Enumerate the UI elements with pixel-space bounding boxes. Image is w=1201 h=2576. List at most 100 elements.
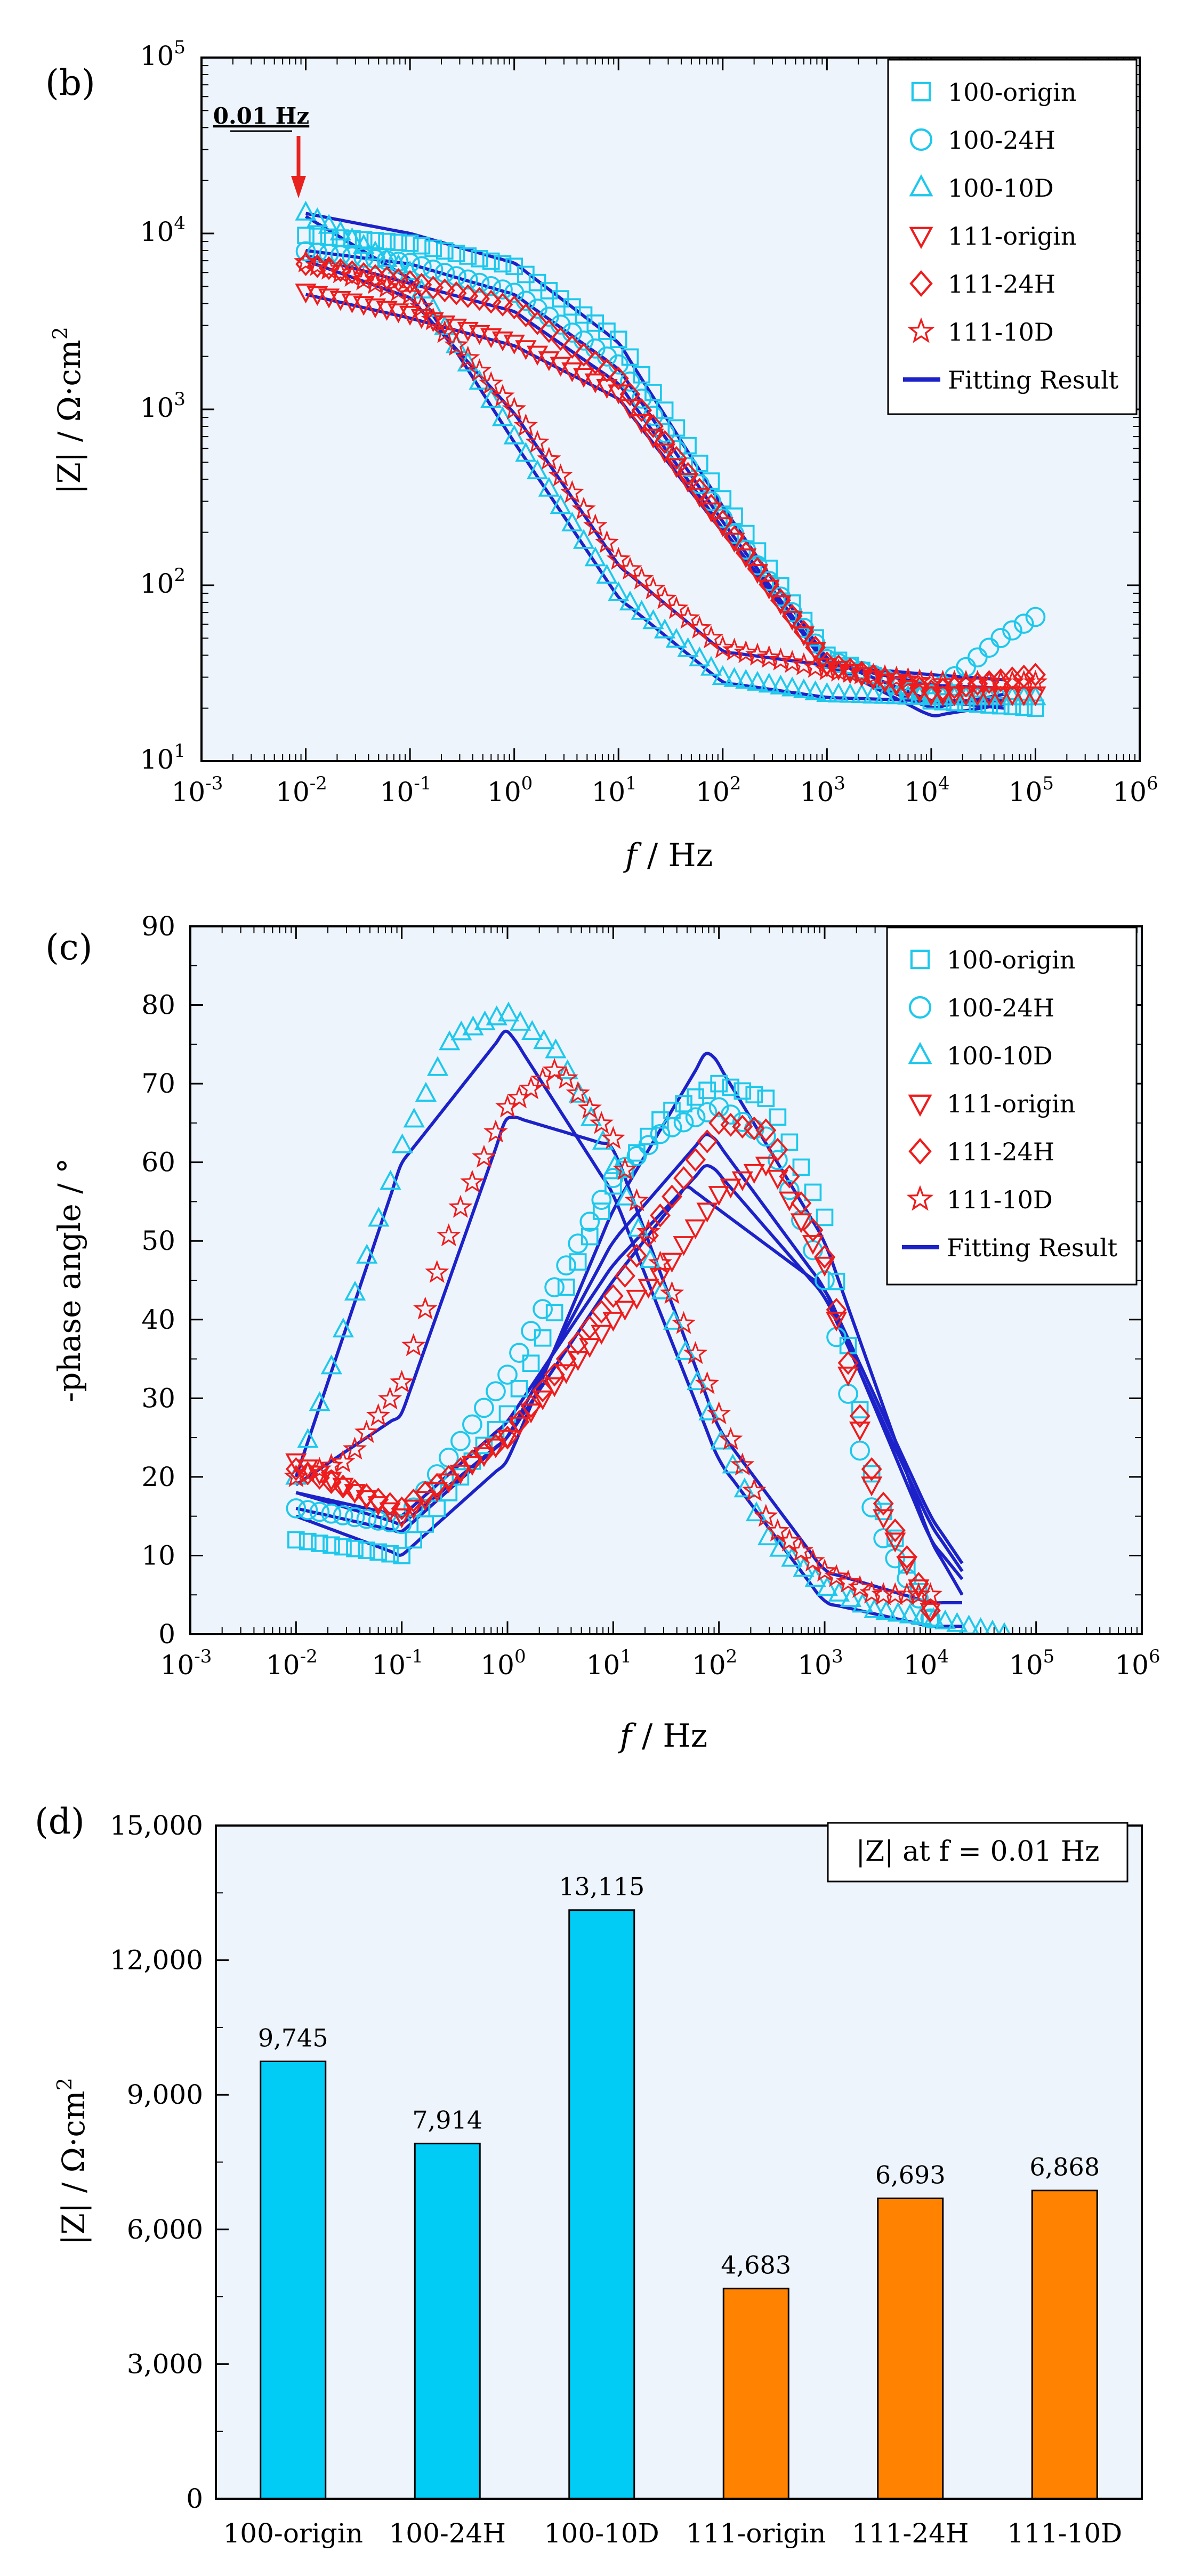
data-point [492,292,513,317]
data-point [802,1235,824,1255]
legend-label: 100-origin [948,78,1077,107]
data-point [585,350,606,375]
data-point [560,480,584,503]
data-point [287,1531,305,1549]
data-point [735,669,757,689]
data-point [849,1422,871,1442]
data-point [555,1347,577,1371]
data-point [340,263,365,287]
data-point [436,242,454,260]
x-tick-label: 102 [692,1646,737,1681]
data-point [861,1457,882,1481]
data-point [706,1401,731,1425]
data-point [734,640,758,664]
y-tick-label: 15,000 [110,1810,203,1841]
x-tick-label: 105 [1009,773,1054,807]
data-point [642,609,664,629]
data-point [755,1118,777,1143]
data-point [769,1108,787,1126]
data-point [544,1277,565,1297]
legend-label: 100-10D [948,174,1054,203]
data-point [569,1253,587,1271]
data-point [456,345,480,369]
y-axis-label: -phase angle / ° [51,1158,87,1403]
data-point [319,244,339,264]
panel-label: (c) [45,927,92,968]
data-point [437,1223,461,1247]
data-point [356,1243,378,1264]
data-point [425,1259,449,1283]
data-point [641,576,666,600]
data-point [662,1184,682,1209]
data-point [297,1428,319,1448]
data-point [664,596,689,619]
data-point [320,1354,342,1375]
data-point [612,1157,638,1181]
data-point [309,1391,331,1411]
data-point [366,232,384,249]
data-point [490,384,515,407]
axes-frame [215,1824,1143,2500]
data-point [932,677,954,701]
data-point [907,668,932,692]
data-point [626,1243,647,1268]
data-point [639,1248,661,1269]
data-point [391,1514,412,1535]
data-point [467,358,492,382]
data-point [487,1421,505,1439]
data-point [497,1364,518,1385]
legend-marker [908,996,932,1019]
data-point [654,430,675,454]
data-point [816,1576,838,1596]
data-point [527,311,548,335]
data-point [403,1108,425,1128]
data-point [389,1369,414,1393]
y-tick-label: 105 [140,37,186,71]
bar-value-label: 6,693 [875,2160,946,2189]
data-point [567,1331,589,1355]
data-point [699,625,723,649]
data-point [873,1509,894,1529]
data-point [971,1617,990,1634]
data-point [475,1436,493,1455]
data-point [723,667,745,687]
data-point [849,661,874,685]
data-point [509,1011,531,1031]
data-point [990,628,1011,648]
data-point [687,1088,704,1106]
data-point [920,1598,941,1623]
data-point [827,1272,845,1290]
data-point [755,1157,777,1177]
data-point [286,1498,307,1519]
data-point [702,472,720,490]
axes-frame [189,925,1143,1635]
bar [1031,2190,1098,2500]
data-point [285,1457,307,1481]
data-point [804,1183,822,1201]
legend-frame [886,926,1138,1286]
data-point [675,1095,692,1113]
data-point [673,1112,694,1133]
data-point [533,1029,555,1049]
series-111-10D [293,249,1048,693]
data-point [485,1438,507,1459]
data-point [767,1137,788,1162]
data-point [592,1202,610,1220]
axes-frame [200,56,1141,762]
data-point [659,1281,684,1304]
data-point [828,654,849,679]
data-point [353,247,374,268]
legend: 100-origin 100-24H 100-10D 111-origin 111-24… [887,59,1138,415]
x-tick-label: 100 [487,773,533,807]
legend-label: 111-10D [948,318,1054,346]
data-point [992,697,1010,715]
legend-label: Fitting Result [948,366,1119,394]
data-point [783,594,801,612]
legend-label: 100-24H [947,994,1054,1022]
data-point [848,1575,872,1598]
y-tick-label: 30 [141,1383,175,1414]
data-point [474,1398,494,1418]
data-point [677,637,699,657]
data-point [671,1311,696,1334]
